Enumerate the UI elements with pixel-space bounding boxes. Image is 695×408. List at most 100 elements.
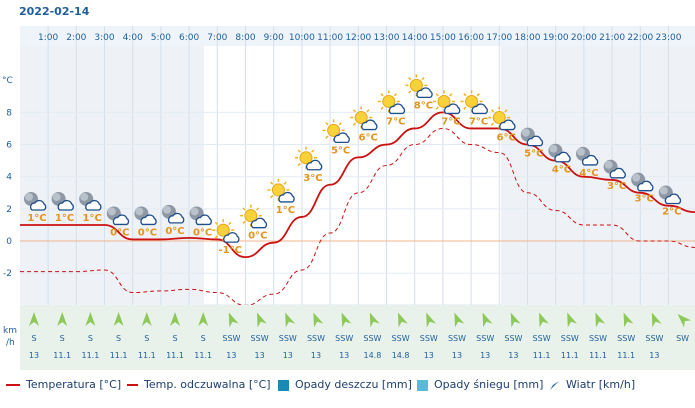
wind-unit-label-bottom: /h (6, 338, 15, 348)
wind-direction-label: S (31, 334, 36, 343)
temperature-label: 1°C (55, 213, 74, 224)
cloud-icon (112, 214, 130, 226)
wind-arrow-icon (85, 312, 96, 326)
wind-speed-label: 11.1 (138, 351, 156, 360)
moon-cloud-icon (603, 159, 626, 179)
cloud-icon (526, 135, 544, 147)
moon-highlight (549, 144, 558, 153)
sun-ray (270, 195, 274, 199)
temperature-label: 7°C (469, 116, 488, 127)
temperature-label: 4°C (579, 168, 598, 179)
y-tick-label: 4 (6, 173, 12, 183)
sun-cloud-icon (295, 146, 323, 171)
sun-ray (421, 77, 425, 81)
wind-direction-label: S (172, 334, 177, 343)
temperature-label: 3°C (303, 173, 322, 184)
wind-speed-label: 13 (29, 351, 39, 360)
temperature-label: 4°C (552, 165, 571, 176)
cloud-icon (333, 132, 350, 144)
wind-direction-label: SSW (222, 334, 240, 343)
moon-cloud-icon (24, 191, 47, 211)
x-tick-label: 5:00 (151, 33, 171, 43)
wind-arrow-icon (57, 312, 68, 326)
wind-speed-label: 11.1 (533, 351, 551, 360)
wind-speed-label: 11.1 (589, 351, 607, 360)
sun-cloud-icon (350, 106, 378, 131)
sun-ray (325, 122, 329, 126)
x-tick-label: 13:00 (374, 33, 400, 43)
wind-row-bg (20, 305, 695, 370)
cloud-icon (250, 217, 268, 229)
moon-cloud-icon (658, 185, 682, 205)
wind-speed-label: 11.1 (617, 351, 635, 360)
legend-feels-like: Temp. odczuwalna [°C] (127, 378, 271, 391)
cloud-icon (664, 193, 682, 205)
x-tick-label: 14:00 (402, 33, 428, 43)
sun-ray (214, 221, 219, 226)
wind-arrow-icon (170, 312, 180, 326)
temperature-labels: 1°C 1°C 1°C 0°C 0°C 0°C 0°C -1°C 0°C 1°C 3°C 5°C 6°C… (27, 100, 681, 256)
sun-icon (382, 94, 396, 108)
moon-cloud-icon (631, 172, 654, 192)
wind-arrow-icon (567, 312, 578, 328)
temperature-label: 6°C (359, 133, 378, 144)
sun-icon (327, 123, 341, 137)
y-tick-label: 8 (6, 108, 12, 118)
temperature-label: 5°C (331, 145, 350, 156)
temperature-unit-label: °C (2, 76, 13, 86)
moon-highlight (80, 192, 89, 201)
wind-speed-label: 11.1 (194, 351, 212, 360)
cloud-icon (306, 159, 323, 171)
wind-arrow-icon (623, 312, 634, 328)
legend-rain: Opady deszczu [mm] (278, 378, 412, 391)
wind-speed-label: 13 (339, 351, 349, 360)
moon-highlight (52, 192, 61, 201)
temperature-label: 2°C (662, 207, 681, 218)
legend-snow: Opady śniegu [mm] (417, 378, 543, 391)
sun-ray (325, 135, 329, 139)
temperature-label: 3°C (607, 181, 626, 192)
temperature-label: 5°C (524, 149, 543, 160)
wind-speed-label: 11.1 (561, 351, 579, 360)
sun-icon (244, 209, 258, 223)
wind-speed-label: 13 (424, 351, 434, 360)
moon-cloud-icon (520, 127, 544, 147)
sun-cloud-icon (488, 106, 516, 131)
wind-arrow-icon (198, 312, 209, 326)
moon-highlight (521, 128, 530, 137)
x-tick-label: 15:00 (430, 33, 456, 43)
x-tick-label: 22:00 (627, 33, 653, 43)
sun-ray (352, 109, 357, 113)
cloud-icon (444, 103, 461, 115)
sun-cloud-icon (212, 219, 240, 243)
legend-temperature-swatch (6, 384, 20, 386)
cloud-icon (195, 214, 212, 226)
temperature-label: 0°C (110, 227, 129, 238)
cloud-icon (223, 232, 240, 243)
moon-highlight (659, 186, 668, 195)
legend-temperature-label: Temperatura [°C] (26, 378, 122, 391)
wind-speed-label: 14.8 (363, 351, 381, 360)
sun-cloud-icon (322, 119, 350, 144)
temperature-series (19, 111, 695, 306)
sun-ray (463, 93, 467, 97)
sun-icon (299, 151, 313, 165)
wind-speed-label: 11.1 (81, 351, 99, 360)
sun-ray (228, 221, 232, 226)
wind-direction-label: SSW (420, 334, 438, 343)
night-shading (20, 46, 695, 304)
wind-arrow-icon (113, 312, 124, 326)
temperature-label: 1°C (276, 205, 295, 216)
sun-ray (270, 181, 274, 185)
moon-highlight (107, 207, 116, 216)
cloud-icon (30, 199, 47, 211)
sun-icon (354, 111, 368, 125)
wind-arrow-icon (313, 312, 324, 328)
sun-cloud-icon (433, 90, 461, 115)
sun-ray (463, 106, 467, 110)
moon-cloud-icon (79, 191, 102, 211)
sun-ray (449, 93, 453, 97)
wind-direction-label: SSW (589, 334, 607, 343)
moon-highlight (604, 160, 613, 169)
sun-cloud-icon (239, 204, 268, 229)
